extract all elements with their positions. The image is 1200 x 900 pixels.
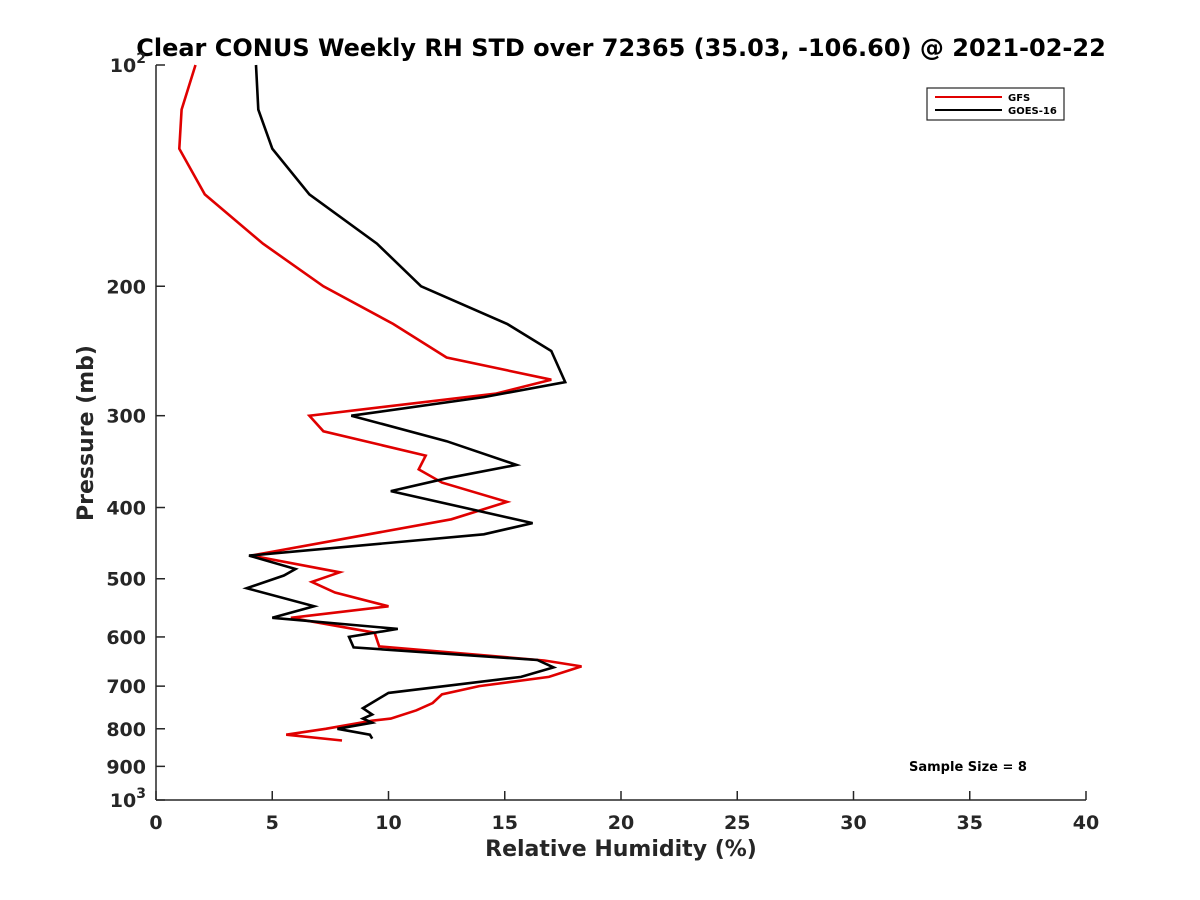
x-tick-label-25: 25 — [724, 812, 750, 834]
legend: GFS GOES-16 — [926, 87, 1065, 121]
x-tick-label-30: 30 — [840, 812, 866, 834]
x-tick-label-35: 35 — [957, 812, 983, 834]
series-line-goes-16 — [242, 64, 568, 740]
y-ticks: 102 200 300 400 500 600 700 800 900 103 — [106, 51, 165, 812]
x-tick-label-10: 10 — [375, 812, 401, 834]
x-axis-label: Relative Humidity (%) — [485, 837, 757, 862]
y-tick-label-1000: 103 — [110, 786, 146, 812]
legend-label-goes-16: GOES-16 — [1008, 106, 1057, 117]
chart-title: Clear CONUS Weekly RH STD over 72365 (35… — [136, 34, 1106, 62]
x-ticks: 0 5 10 15 20 25 30 35 40 — [149, 791, 1099, 834]
y-tick-label-400: 400 — [106, 498, 146, 520]
plot-area — [177, 64, 582, 742]
x-tick-label-15: 15 — [492, 812, 518, 834]
x-tick-label-40: 40 — [1073, 812, 1099, 834]
x-tick-label-0: 0 — [149, 812, 162, 834]
y-tick-label-500: 500 — [106, 569, 146, 591]
legend-label-gfs: GFS — [1008, 93, 1030, 104]
y-tick-label-600: 600 — [106, 627, 146, 649]
series-line-gfs — [177, 64, 582, 742]
y-axis-label: Pressure (mb) — [74, 345, 99, 521]
y-tick-label-100: 102 — [110, 51, 146, 77]
sample-size-annotation: Sample Size = 8 — [909, 760, 1027, 775]
x-tick-label-5: 5 — [266, 812, 279, 834]
y-tick-label-900: 900 — [106, 756, 146, 778]
y-tick-label-200: 200 — [106, 276, 146, 298]
y-tick-label-300: 300 — [106, 406, 146, 428]
y-tick-label-700: 700 — [106, 676, 146, 698]
y-tick-label-800: 800 — [106, 719, 146, 741]
x-tick-label-20: 20 — [608, 812, 634, 834]
legend-box — [926, 87, 1065, 121]
